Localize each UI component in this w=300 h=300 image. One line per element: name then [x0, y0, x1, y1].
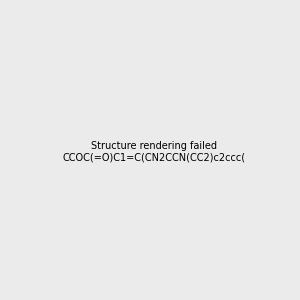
- Text: Structure rendering failed
CCOC(=O)C1=C(CN2CCN(CC2)c2ccc(: Structure rendering failed CCOC(=O)C1=C(…: [62, 141, 245, 162]
